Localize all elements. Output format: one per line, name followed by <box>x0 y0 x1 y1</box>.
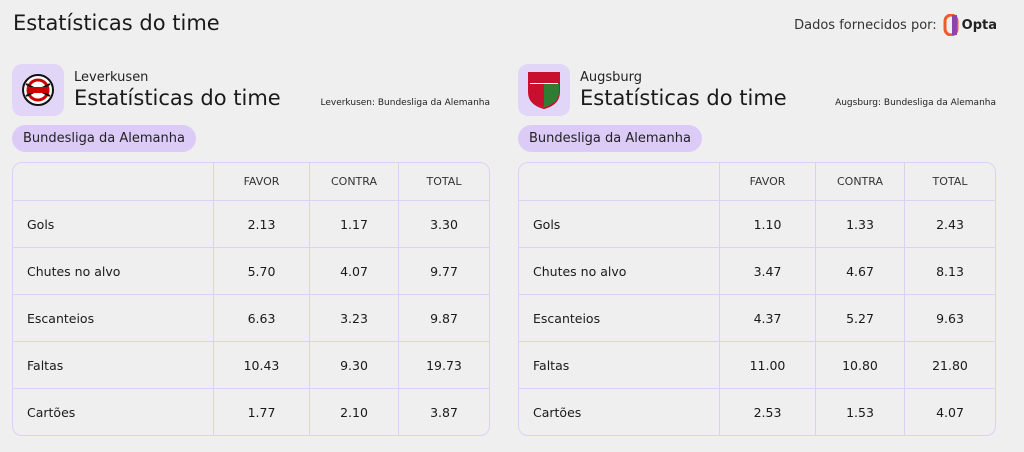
row-label: Cartões <box>519 388 719 435</box>
stat-cell: 9.63 <box>904 294 995 341</box>
row-label: Faltas <box>13 341 213 388</box>
stat-cell: 1.10 <box>719 200 815 247</box>
table-row: Gols 2.13 1.17 3.30 <box>13 200 489 247</box>
panel-title: Estatísticas do time <box>74 86 281 110</box>
stat-cell: 3.23 <box>309 294 398 341</box>
stat-cell: 9.77 <box>398 247 489 294</box>
source-note: Leverkusen: Bundesliga da Alemanha <box>320 98 490 108</box>
leverkusen-crest <box>22 74 54 106</box>
stat-cell: 3.87 <box>398 388 489 435</box>
stat-cell: 9.87 <box>398 294 489 341</box>
stat-cell: 5.70 <box>213 247 309 294</box>
page-title: Estatísticas do time <box>13 11 220 35</box>
table-row: Chutes no alvo 3.47 4.67 8.13 <box>519 247 995 294</box>
stat-cell: 2.13 <box>213 200 309 247</box>
stat-cell: 10.80 <box>815 341 904 388</box>
header-cell <box>13 163 213 200</box>
stat-cell: 9.30 <box>309 341 398 388</box>
team-name: Augsburg <box>580 70 643 85</box>
stat-cell: 4.67 <box>815 247 904 294</box>
table-row: Gols 1.10 1.33 2.43 <box>519 200 995 247</box>
stat-cell: 2.10 <box>309 388 398 435</box>
table-row: Escanteios 6.63 3.23 9.87 <box>13 294 489 341</box>
competition-pill[interactable]: Bundesliga da Alemanha <box>12 125 196 152</box>
row-label: Gols <box>519 200 719 247</box>
header-cell: CONTRA <box>309 163 398 200</box>
table-header: FAVOR CONTRA TOTAL <box>13 163 489 200</box>
panel-title: Estatísticas do time <box>580 86 787 110</box>
team-name: Leverkusen <box>74 70 149 85</box>
row-label: Cartões <box>13 388 213 435</box>
table-row: Escanteios 4.37 5.27 9.63 <box>519 294 995 341</box>
row-label: Chutes no alvo <box>13 247 213 294</box>
provider-label: Dados fornecidos por: <box>794 17 937 33</box>
table-row: Faltas 10.43 9.30 19.73 <box>13 341 489 388</box>
table-header: FAVOR CONTRA TOTAL <box>519 163 995 200</box>
row-label: Escanteios <box>519 294 719 341</box>
stat-cell: 4.07 <box>904 388 995 435</box>
provider-name: Opta <box>961 17 997 33</box>
stats-table: FAVOR CONTRA TOTAL Gols 2.13 1.17 3.30 Chutes n… <box>12 162 490 436</box>
header-cell: FAVOR <box>719 163 815 200</box>
source-note: Augsburg: Bundesliga da Alemanha <box>835 98 996 108</box>
stat-cell: 1.53 <box>815 388 904 435</box>
row-label: Chutes no alvo <box>519 247 719 294</box>
stat-cell: 3.30 <box>398 200 489 247</box>
stat-cell: 11.00 <box>719 341 815 388</box>
table-row: Faltas 11.00 10.80 21.80 <box>519 341 995 388</box>
header-cell <box>519 163 719 200</box>
team-logo <box>518 64 570 116</box>
header-cell: FAVOR <box>213 163 309 200</box>
row-label: Gols <box>13 200 213 247</box>
competition-pill[interactable]: Bundesliga da Alemanha <box>518 125 702 152</box>
stat-cell: 10.43 <box>213 341 309 388</box>
stat-cell: 1.17 <box>309 200 398 247</box>
stat-cell: 2.53 <box>719 388 815 435</box>
table-row: Cartões 1.77 2.10 3.87 <box>13 388 489 435</box>
stat-cell: 3.47 <box>719 247 815 294</box>
row-label: Faltas <box>519 341 719 388</box>
stat-cell: 1.33 <box>815 200 904 247</box>
stat-cell: 1.77 <box>213 388 309 435</box>
augsburg-crest <box>528 72 560 110</box>
stats-table: FAVOR CONTRA TOTAL Gols 1.10 1.33 2.43 Chutes n… <box>518 162 996 436</box>
stat-cell: 4.37 <box>719 294 815 341</box>
opta-icon <box>943 14 959 36</box>
row-label: Escanteios <box>13 294 213 341</box>
team-logo <box>12 64 64 116</box>
stat-cell: 5.27 <box>815 294 904 341</box>
table-row: Cartões 2.53 1.53 4.07 <box>519 388 995 435</box>
provider: Dados fornecidos por: Opta <box>794 14 997 36</box>
stat-cell: 19.73 <box>398 341 489 388</box>
stat-cell: 8.13 <box>904 247 995 294</box>
header-cell: CONTRA <box>815 163 904 200</box>
stat-cell: 21.80 <box>904 341 995 388</box>
header-cell: TOTAL <box>398 163 489 200</box>
header-cell: TOTAL <box>904 163 995 200</box>
table-row: Chutes no alvo 5.70 4.07 9.77 <box>13 247 489 294</box>
stat-cell: 6.63 <box>213 294 309 341</box>
stat-cell: 4.07 <box>309 247 398 294</box>
provider-logo[interactable]: Opta <box>943 14 997 36</box>
stat-cell: 2.43 <box>904 200 995 247</box>
